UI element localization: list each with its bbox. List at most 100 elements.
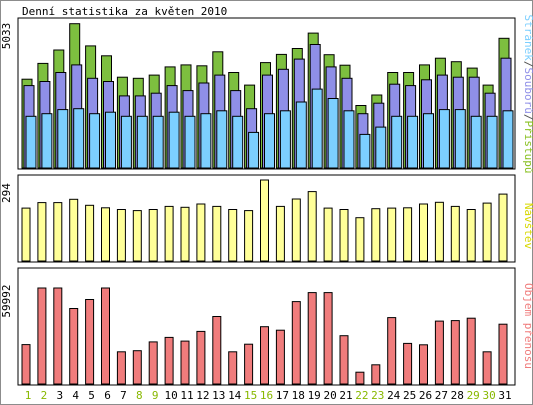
x-axis-labels-group: 1 2 3 4 5 6 7 8 9 10 11 12 13 14 15 16 17 18 19 20 21 22 23 24 2… [25,389,512,402]
volume-bar-20 [323,292,333,385]
x-tick-label-26: 26 [419,389,432,402]
volume-panel-frame [17,267,516,386]
volume-bar-15 [244,343,254,385]
volume-bar-14 [228,351,238,385]
volume-bar-9 [148,341,158,385]
visits-legend: Návštěv [522,203,533,250]
x-tick-label-16: 16 [260,389,273,402]
x-tick-label-7: 7 [120,389,127,402]
x-tick-label-23: 23 [371,389,384,402]
x-tick-label-11: 11 [180,389,193,402]
volume-bar-24 [387,317,397,385]
volume-bar-30 [482,351,492,385]
pages-bar-23 [375,126,387,169]
visits-bar-24 [387,207,397,262]
visits-bar-3 [53,202,63,262]
volume-bar-1 [21,344,31,385]
x-tick-label-28: 28 [451,389,464,402]
visits-bar-6 [101,207,110,262]
pages-bar-27 [438,109,450,169]
traffic-legend-files: Souborů [522,68,533,114]
x-tick-label-21: 21 [339,389,352,402]
pages-bar-1 [25,115,37,169]
pages-bar-26 [423,113,434,169]
pages-bar-3 [57,109,69,169]
traffic-max-label: 5033 [0,23,13,50]
volume-max-label: 59992 [0,284,13,317]
pages-bar-8 [136,115,148,169]
visits-bar-30 [482,202,492,262]
visits-bar-21 [339,209,349,262]
pages-bar-16 [264,113,275,169]
visits-bar-23 [371,208,381,262]
volume-bar-5 [85,299,95,385]
pages-bar-17 [279,110,291,169]
pages-bar-14 [232,115,244,169]
volume-bar-12 [196,330,206,385]
x-tick-label-9: 9 [152,389,159,402]
volume-panel: 59992 Objem přenosu [0,267,533,386]
volume-bar-18 [291,301,301,385]
x-tick-label-17: 17 [276,389,289,402]
pages-bar-4 [73,108,85,169]
visits-bar-7 [116,209,126,262]
visits-bar-29 [466,209,476,262]
volume-bar-31 [498,323,508,385]
visits-max-label: 294 [0,183,13,203]
visits-bar-8 [132,210,142,262]
x-tick-label-4: 4 [72,389,79,402]
chart-title: Denní statistika za květen 2010 [22,5,227,18]
pages-bar-29 [470,115,482,169]
pages-bar-19 [311,88,323,169]
volume-bar-4 [69,308,79,385]
volume-bar-22 [355,371,365,385]
visits-bar-16 [260,179,269,262]
x-tick-label-1: 1 [25,389,32,402]
volume-bar-3 [53,287,63,385]
visits-bar-4 [69,198,79,262]
visits-bar-13 [212,205,222,262]
visits-bar-28 [450,205,460,262]
pages-bar-31 [502,110,514,169]
x-tick-label-5: 5 [88,389,95,402]
pages-bar-13 [216,110,228,169]
x-tick-label-10: 10 [164,389,177,402]
pages-bar-9 [152,115,164,169]
volume-bar-16 [260,326,269,385]
x-tick-label-20: 20 [323,389,336,402]
visits-bar-19 [307,191,317,262]
pages-bar-6 [105,111,116,169]
volume-bar-13 [212,316,222,385]
volume-bar-21 [339,335,349,385]
visits-panel: 294 Návštěv [0,174,533,263]
volume-legend: Objem přenosu [522,283,533,369]
x-tick-label-24: 24 [387,389,401,402]
visits-bar-15 [244,210,254,262]
pages-bar-25 [407,115,419,169]
x-tick-label-25: 25 [403,389,416,402]
traffic-legend-hits: Přístupů [522,120,533,173]
x-tick-label-2: 2 [41,389,48,402]
x-tick-label-19: 19 [308,389,321,402]
x-tick-label-31: 31 [498,389,511,402]
pages-bar-11 [184,115,196,169]
x-tick-label-8: 8 [136,389,143,402]
x-tick-label-6: 6 [104,389,111,402]
x-tick-label-3: 3 [56,389,63,402]
traffic-bars-group [21,23,514,169]
pages-bar-24 [391,115,403,169]
visits-panel-frame [17,174,516,263]
volume-bar-26 [419,344,428,385]
traffic-legend: Stránek/Souborů/Přístupů [522,15,533,174]
x-tick-label-12: 12 [196,389,209,402]
x-tick-label-22: 22 [355,389,368,402]
visits-bar-12 [196,203,206,262]
traffic-panel: 5033 Stránek/Souborů/Přístupů [0,15,533,174]
x-tick-label-30: 30 [482,389,495,402]
volume-bar-27 [434,320,444,385]
visits-bar-14 [228,209,238,262]
visits-bar-11 [180,206,190,262]
volume-bar-8 [132,350,142,385]
